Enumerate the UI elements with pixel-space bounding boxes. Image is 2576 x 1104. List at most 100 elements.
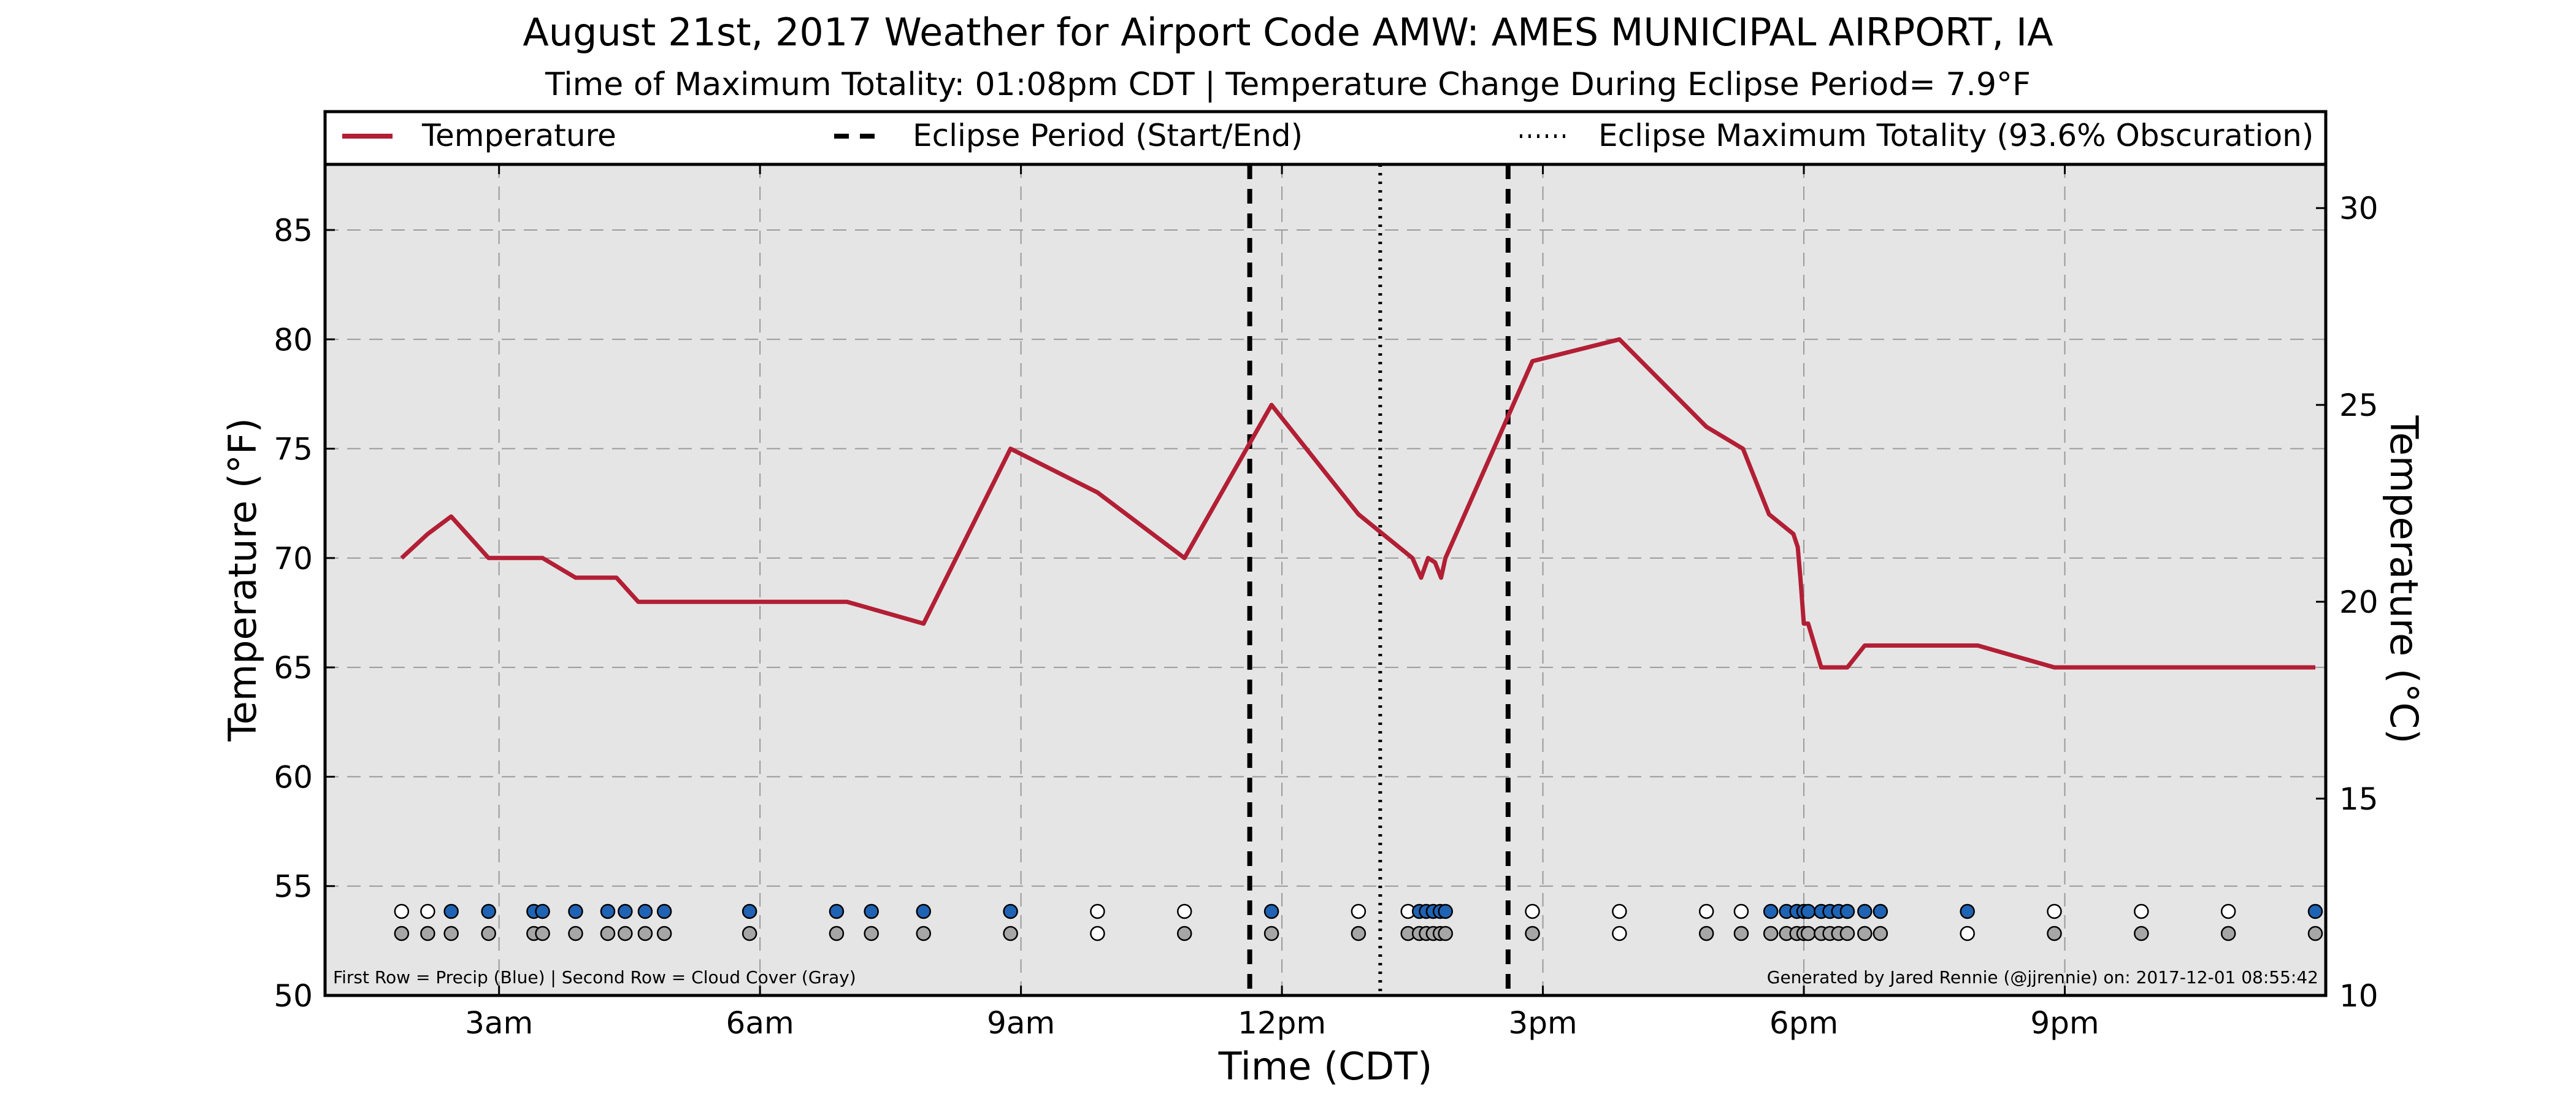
precip-dot xyxy=(618,903,633,919)
precip-dot xyxy=(742,903,757,919)
y-tick-label: 60 xyxy=(274,759,313,795)
y-axis-right-label: Temperature (°C) xyxy=(2382,415,2426,743)
y-tick-label: 80 xyxy=(274,322,313,358)
x-tick-label: 3pm xyxy=(1508,1005,1577,1041)
precip-dot xyxy=(1800,903,1816,919)
y-tick-label: 70 xyxy=(274,541,313,577)
cloud-dot xyxy=(2134,926,2149,941)
y-right-tick-label: 30 xyxy=(2339,191,2379,226)
precip-dot xyxy=(2220,903,2236,919)
precip-dot xyxy=(1351,903,1367,919)
cloud-dot xyxy=(1438,926,1453,941)
chart-title: August 21st, 2017 Weather for Airport Co… xyxy=(523,10,2053,55)
precip-dot xyxy=(1857,903,1873,919)
x-tick-label: 12pm xyxy=(1238,1005,1326,1041)
plot-background xyxy=(325,164,2326,995)
precip-dot xyxy=(1263,903,1279,919)
cloud-dot xyxy=(916,926,932,941)
precip-dot xyxy=(394,903,410,919)
cloud-dot xyxy=(443,926,459,941)
cloud-dot xyxy=(656,926,672,941)
y-tick-label: 65 xyxy=(274,650,313,686)
grid-lines xyxy=(325,164,2326,995)
cloud-dot xyxy=(1090,926,1105,941)
cloud-dot xyxy=(420,926,435,941)
cloud-dot xyxy=(568,926,583,941)
y-tick-label: 75 xyxy=(274,432,313,467)
cloud-dot xyxy=(1263,926,1279,941)
cloud-dot xyxy=(618,926,633,941)
precip-dot xyxy=(1960,903,1975,919)
precip-dot xyxy=(1733,903,1749,919)
precip-dot xyxy=(1438,903,1453,919)
precip-dot xyxy=(864,903,879,919)
y-right-tick-label: 10 xyxy=(2339,978,2379,1014)
cloud-dot xyxy=(1733,926,1749,941)
cloud-dot xyxy=(1800,926,1816,941)
cloud-dot xyxy=(829,926,845,941)
precip-dot xyxy=(535,903,550,919)
precip-dot xyxy=(637,903,653,919)
y-tick-label: 50 xyxy=(274,978,313,1014)
cloud-dot xyxy=(1003,926,1018,941)
x-tick-label: 9pm xyxy=(2030,1005,2099,1041)
cloud-dot xyxy=(1839,926,1855,941)
x-tick-label: 3am xyxy=(465,1005,533,1041)
precip-dot xyxy=(420,903,435,919)
y-right-tick-label: 25 xyxy=(2339,388,2379,423)
legend-max-totality-label: Eclipse Maximum Totality (93.6% Obscurat… xyxy=(1598,118,2313,153)
legend-eclipse-period-label: Eclipse Period (Start/End) xyxy=(913,118,1303,153)
cloud-dot xyxy=(1857,926,1873,941)
footnote-legend-rows: First Row = Precip (Blue) | Second Row =… xyxy=(333,967,856,987)
precip-dot xyxy=(481,903,496,919)
precip-dot xyxy=(916,903,932,919)
precip-dot xyxy=(1612,903,1627,919)
temperature-line xyxy=(400,337,2315,670)
precip-dot xyxy=(1873,903,1888,919)
precip-dot xyxy=(1176,903,1192,919)
precip-dot xyxy=(1090,903,1105,919)
precip-dot xyxy=(829,903,845,919)
precip-dot xyxy=(600,903,616,919)
precip-dot xyxy=(1763,903,1779,919)
y-right-tick-label: 15 xyxy=(2339,781,2379,817)
cloud-dot xyxy=(2220,926,2236,941)
legend-temperature-label: Temperature xyxy=(421,118,616,153)
cloud-dot xyxy=(2307,926,2323,941)
precip-dot xyxy=(2134,903,2149,919)
cloud-dot xyxy=(600,926,616,941)
cloud-dot xyxy=(1351,926,1367,941)
cloud-dot xyxy=(1873,926,1888,941)
temperature-series xyxy=(400,337,2315,670)
cloud-dot xyxy=(637,926,653,941)
cloud-dot xyxy=(2047,926,2062,941)
precip-dot xyxy=(1525,903,1540,919)
precip-dot xyxy=(443,903,459,919)
y-right-tick-label: 20 xyxy=(2339,585,2379,620)
cloud-dot xyxy=(1698,926,1714,941)
precip-dot xyxy=(1003,903,1018,919)
cloud-dot xyxy=(864,926,879,941)
precip-dot xyxy=(1698,903,1714,919)
cloud-dot xyxy=(481,926,496,941)
cloud-dot xyxy=(1612,926,1627,941)
legend: Temperature Eclipse Period (Start/End) E… xyxy=(323,110,2328,166)
precip-dot xyxy=(1839,903,1855,919)
cloud-dot xyxy=(1763,926,1779,941)
cloud-dot xyxy=(1525,926,1540,941)
x-tick-label: 6pm xyxy=(1769,1005,1838,1041)
legend-box xyxy=(323,110,2328,166)
footnote-credit: Generated by Jared Rennie (@jjrennie) on… xyxy=(1766,967,2318,987)
cloud-dot xyxy=(1176,926,1192,941)
cloud-dot xyxy=(1960,926,1975,941)
x-tick-label: 9am xyxy=(987,1005,1055,1041)
precip-dot xyxy=(568,903,583,919)
weather-dot-rows xyxy=(394,903,2323,941)
y-tick-label: 55 xyxy=(274,869,313,905)
precip-dot xyxy=(2047,903,2062,919)
precip-dot xyxy=(656,903,672,919)
y-axis-label: Temperature (°F) xyxy=(220,418,265,742)
x-tick-label: 6am xyxy=(726,1005,794,1041)
y-tick-label: 85 xyxy=(274,213,313,248)
